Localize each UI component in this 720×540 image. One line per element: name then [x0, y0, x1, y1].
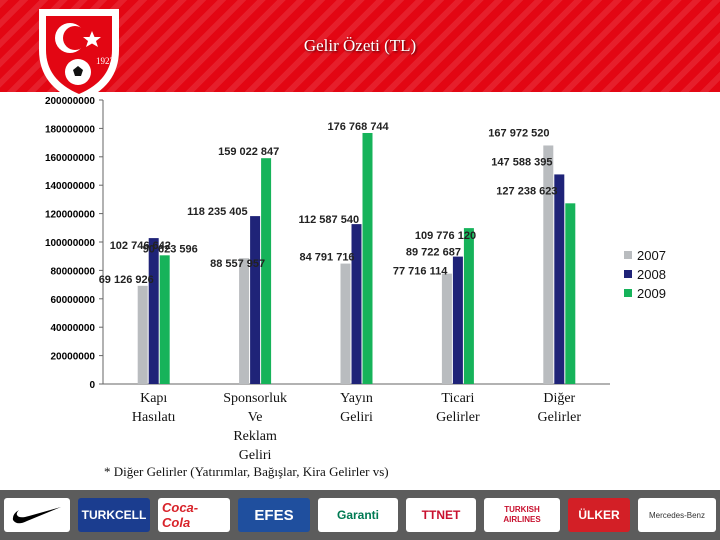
legend-label-2008: 2008	[637, 267, 666, 282]
bar-2008-1	[148, 238, 159, 384]
bar-2009-3	[362, 132, 373, 384]
data-label: 109 776 120	[415, 230, 476, 242]
y-tick-label: 140000000	[45, 181, 95, 192]
data-label: 77 716 114	[393, 266, 448, 278]
sponsor-bar: TURKCELL Coca-Cola EFES Garanti TTNET TU…	[0, 490, 720, 540]
bar-2007-1	[137, 285, 148, 384]
legend-label-2009: 2009	[637, 286, 666, 301]
tff-crest-icon: 1923	[39, 9, 119, 103]
y-tick-label: 60000000	[51, 295, 96, 306]
sponsor-efes: EFES	[238, 498, 310, 532]
page-title: Gelir Özeti (TL)	[303, 36, 417, 55]
sponsor-coca-cola: Coca-Cola	[158, 498, 230, 532]
data-label: 88 557 957	[210, 258, 265, 270]
plot-area: Kapı Hasılatı Sponsorluk Ve Reklam Geliri Yayı…	[99, 121, 582, 463]
data-label: 90 623 596	[143, 243, 198, 255]
sponsor-turkish-airlines: TURKISH AIRLINES	[484, 498, 560, 532]
header-banner: 1923 Gelir Özeti (TL)	[0, 0, 720, 103]
data-label: 127 238 623	[496, 185, 557, 197]
data-label: 176 768 744	[328, 121, 390, 133]
bar-2007-5	[543, 145, 554, 384]
data-label: 69 126 926	[99, 274, 154, 286]
y-tick-label: 120000000	[45, 210, 95, 221]
bar-2007-3	[340, 263, 351, 384]
data-label: 118 235 405	[187, 206, 248, 218]
y-tick-label: 160000000	[45, 153, 95, 164]
bar-2009-4	[463, 228, 474, 384]
nike-swoosh-icon	[12, 507, 61, 524]
sponsor-ulker: ÜLKER	[568, 498, 630, 532]
bar-2008-5	[554, 174, 565, 384]
sponsor-nike	[4, 498, 70, 532]
y-tick-label: 20000000	[51, 352, 96, 363]
data-label: 102 746 642	[110, 240, 171, 252]
bar-2008-4	[452, 256, 463, 384]
footnote: * Diğer Gelirler (Yatırımlar, Bağışlar, …	[104, 464, 389, 479]
bar-2009-1	[159, 255, 170, 384]
bar-2008-3	[351, 224, 362, 384]
sponsor-ttnet: TTNET	[406, 498, 476, 532]
x-tick-label: Diğer Gelirler	[538, 391, 582, 425]
legend-swatch-2009	[624, 289, 632, 297]
bar-2007-4	[441, 273, 452, 384]
data-label: 147 588 395	[491, 156, 552, 168]
bar-2009-2	[261, 158, 272, 384]
data-label: 89 722 687	[406, 247, 461, 259]
y-tick-label: 100000000	[45, 238, 95, 249]
x-tick-label: Kapı Hasılatı	[132, 391, 176, 425]
y-tick-label: 180000000	[45, 124, 95, 135]
data-label: 167 972 520	[488, 127, 549, 139]
y-tick-label: 40000000	[51, 323, 96, 334]
bar-2007-2	[239, 258, 250, 384]
y-tick-label: 200000000	[45, 96, 95, 107]
legend: 2007 2008 2009	[624, 248, 666, 301]
legend-label-2007: 2007	[637, 248, 666, 263]
legend-swatch-2007	[624, 251, 632, 259]
data-label: 159 022 847	[218, 146, 279, 158]
sponsor-turkcell: TURKCELL	[78, 498, 150, 532]
x-tick-label: Sponsorluk Ve Reklam Geliri	[223, 391, 287, 463]
logo-text: 1923	[96, 56, 115, 66]
y-tick-label: 0	[89, 380, 95, 391]
legend-swatch-2008	[624, 270, 632, 278]
bar-2008-2	[250, 216, 261, 384]
x-tick-label: Ticari Gelirler	[436, 391, 480, 425]
x-tick-label: Yayın Geliri	[340, 391, 373, 425]
sponsor-garanti: Garanti	[318, 498, 398, 532]
data-label: 112 587 540	[299, 214, 360, 226]
data-label: 84 791 716	[300, 252, 355, 264]
bar-chart: 0 20000000 40000000 60000000 80000000 1000000…	[45, 96, 666, 463]
sponsor-mercedes-benz: Mercedes-Benz	[638, 498, 716, 532]
y-tick-label: 80000000	[51, 266, 96, 277]
bar-2009-5	[565, 203, 576, 384]
